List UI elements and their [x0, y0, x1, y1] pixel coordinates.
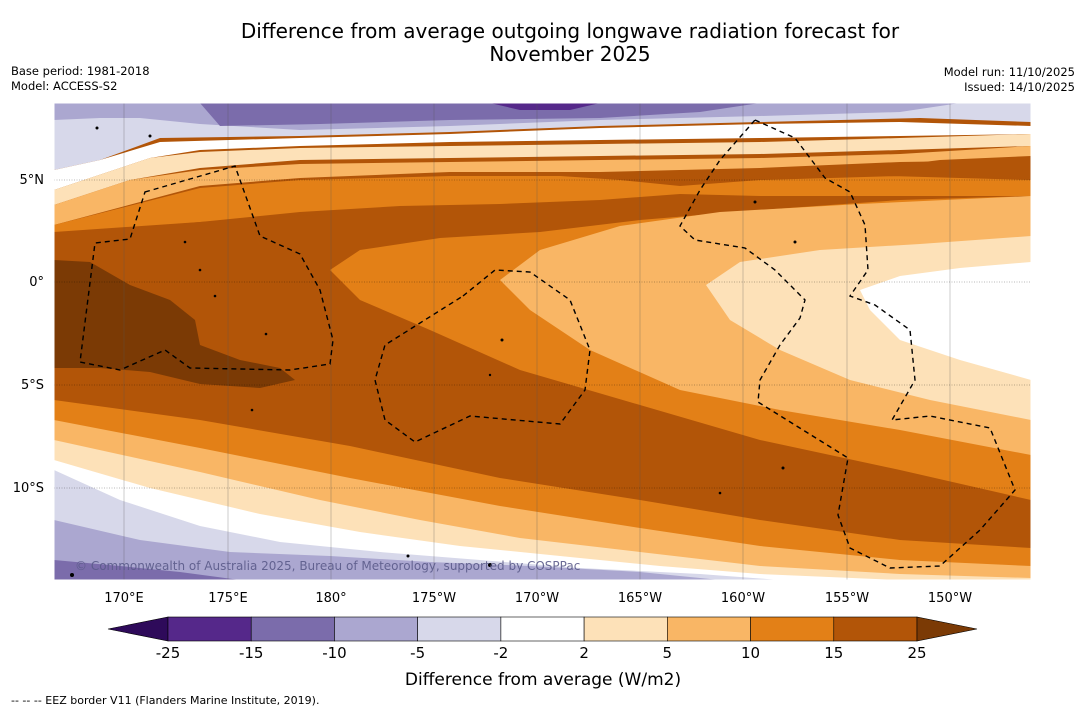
colorbar-tick-label: -10 — [322, 644, 347, 662]
lon-label: 175°W — [412, 591, 456, 606]
colorbar-cell — [417, 616, 502, 642]
colorbar-cells — [167, 616, 918, 642]
band-south-darkpurple — [54, 560, 240, 580]
lon-label: 165°W — [618, 591, 662, 606]
lon-label: 150°W — [928, 591, 972, 606]
tongue-white — [860, 262, 1031, 380]
band-north-lightorange — [54, 146, 1031, 225]
colorbar-over-arrow — [916, 616, 978, 642]
model-name: Model: ACCESS-S2 — [11, 79, 118, 93]
band-north-darkpurple — [200, 103, 760, 126]
issued-date: Issued: 14/10/2025 — [964, 80, 1075, 94]
colorbar-tick-label: -15 — [239, 644, 264, 662]
colorbar-label: Difference from average (W/m2) — [405, 670, 681, 690]
base-period: Base period: 1981-2018 — [11, 64, 150, 78]
band-south-purple — [54, 520, 720, 580]
meta-left: Base period: 1981-2018 Model: ACCESS-S2 — [11, 64, 150, 94]
colorbar-tick-label: -25 — [156, 644, 181, 662]
lon-label: 180° — [315, 591, 346, 606]
colorbar-cell — [583, 616, 668, 642]
colorbar-cell — [334, 616, 418, 642]
lat-labels: 5°N 0° 5°S 10°S — [13, 173, 44, 496]
colorbar-tick-label: -2 — [493, 644, 508, 662]
meta-right: Model run: 11/10/2025 Issued: 14/10/2025 — [944, 65, 1075, 95]
lat-label: 5°N — [20, 173, 45, 188]
eez-borders — [79, 119, 1016, 569]
colorbar-tick-label: 15 — [824, 644, 843, 662]
colorbar-cell — [667, 616, 751, 642]
colorbar-tick-label: 2 — [579, 644, 589, 662]
band-north-orange — [54, 170, 1031, 232]
colorbar-tick-label: 5 — [663, 644, 673, 662]
eez-kiribati-line — [679, 119, 1016, 569]
gridlines — [54, 179, 1031, 489]
band-north-peach — [54, 134, 1031, 205]
band-north-deeppurple — [490, 103, 600, 110]
band-north-white — [54, 122, 1031, 190]
lon-labels: 170°E 175°E 180° 175°W 170°W 165°W 160°W… — [104, 591, 972, 606]
credit-text: © Commonwealth of Australia 2025, Bureau… — [75, 559, 580, 573]
lon-label: 175°E — [208, 591, 248, 606]
lon-label: 170°W — [515, 591, 559, 606]
islands — [70, 126, 797, 577]
chart-title: Difference from average outgoing longwav… — [0, 20, 1085, 66]
colorbar-cell — [250, 616, 335, 642]
meridians — [123, 103, 951, 580]
map-field: © Commonwealth of Australia 2025, Bureau… — [54, 103, 1031, 580]
title-line-2: November 2025 — [489, 42, 651, 66]
colorbar-cell — [833, 616, 918, 642]
colorbar-tick-label: -5 — [410, 644, 425, 662]
lon-label: 155°W — [825, 591, 869, 606]
colorbar-ticks: -25 -15 -10 -5 -2 2 5 10 15 25 — [156, 644, 927, 662]
lon-label: 170°E — [104, 591, 144, 606]
patch-western-deepest — [54, 260, 295, 388]
lat-label: 10°S — [13, 481, 44, 496]
colorbar-cell — [750, 616, 835, 642]
title-line-1: Difference from average outgoing longwav… — [240, 19, 900, 43]
colorbar-tick-label: 10 — [741, 644, 760, 662]
patch-darkorange-ne — [860, 156, 1031, 180]
lon-label: 160°W — [721, 591, 765, 606]
lat-label: 0° — [29, 275, 44, 290]
colorbar-under-arrow — [107, 616, 169, 642]
eez-kiribati-phoenix — [374, 269, 591, 443]
lat-label: 5°S — [21, 378, 44, 393]
colorbar-tick-label: 25 — [907, 644, 926, 662]
colorbar-cell — [500, 616, 585, 642]
model-run: Model run: 11/10/2025 — [943, 65, 1075, 79]
eez-kiribati-gilbert — [79, 165, 334, 371]
colorbar-cell — [167, 616, 252, 642]
eez-legend-note: -- -- -- EEZ border V11 (Flanders Marine… — [11, 694, 320, 707]
colorbar: -25 -15 -10 -5 -2 2 5 10 15 25 Difference from av… — [107, 616, 978, 690]
map-frame — [53, 102, 1032, 581]
